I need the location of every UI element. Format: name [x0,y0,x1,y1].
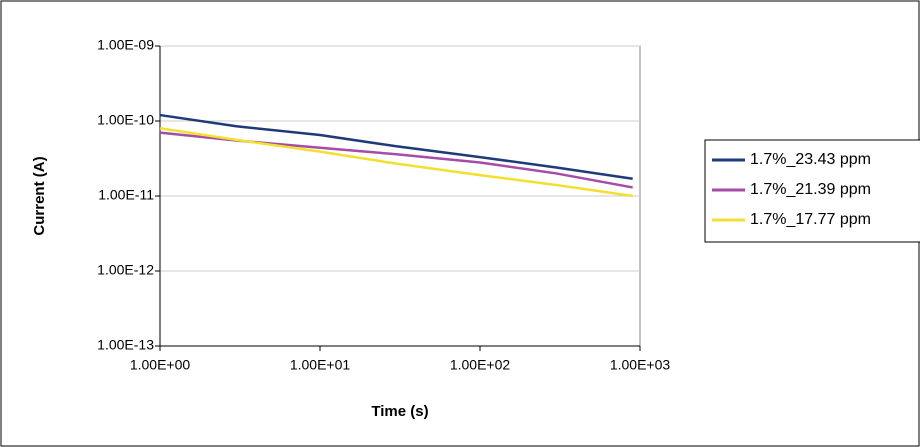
x-tick-label: 1.00E+01 [290,357,351,373]
series-line [159,113,633,180]
series-line [159,127,633,198]
x-tick-label: 1.00E+03 [610,357,671,373]
x-axis-title: Time (s) [371,403,428,420]
y-tick-label: 1.00E-10 [97,112,154,128]
y-tick-label: 1.00E-13 [97,337,154,353]
y-tick-label: 1.00E-09 [97,37,154,53]
legend-label: 1.7%_17.77 ppm [750,211,871,228]
legend-label: 1.7%_21.39 ppm [750,181,871,198]
legend-label: 1.7%_23.43 ppm [750,151,871,168]
y-tick-label: 1.00E-11 [98,187,154,203]
x-tick-label: 1.00E+00 [130,357,191,373]
x-tick-label: 1.00E+02 [450,357,511,373]
y-tick-label: 1.00E-12 [97,262,154,278]
y-axis-title: Current (A) [31,156,48,235]
